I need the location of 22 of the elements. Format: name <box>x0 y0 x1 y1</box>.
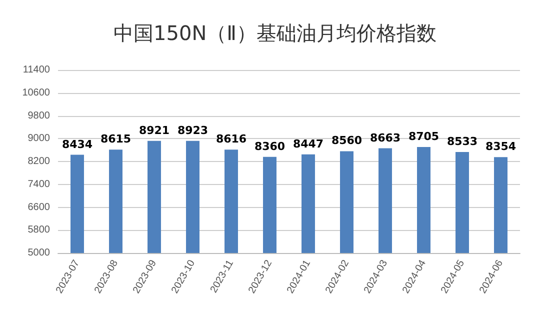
data-label: 8434 <box>62 138 93 151</box>
data-label: 8923 <box>177 124 208 137</box>
chart-title: 中国150N（Ⅱ）基础油月均价格指数 <box>114 21 436 45</box>
y-tick-label: 11400 <box>22 64 50 76</box>
y-tick-label: 5800 <box>28 224 50 236</box>
y-tick-label: 6600 <box>28 202 50 213</box>
data-label: 8615 <box>100 132 132 146</box>
y-tick-label: 5000 <box>28 248 50 258</box>
data-label: 8447 <box>292 137 324 150</box>
data-label: 8921 <box>138 124 170 137</box>
data-label: 8560 <box>331 134 362 148</box>
y-tick-label: 8200 <box>28 156 50 167</box>
y-tick-label: 9800 <box>28 110 50 122</box>
data-label: 8360 <box>254 140 286 153</box>
data-label: 8533 <box>446 134 478 148</box>
y-tick-label: 9000 <box>28 133 50 144</box>
y-tick-label: 10600 <box>22 87 50 98</box>
data-label: 8616 <box>216 132 247 146</box>
data-label: 8705 <box>408 130 440 144</box>
data-label: 8663 <box>370 131 401 144</box>
y-tick-label: 7400 <box>28 178 50 190</box>
data-label: 8354 <box>485 140 516 154</box>
